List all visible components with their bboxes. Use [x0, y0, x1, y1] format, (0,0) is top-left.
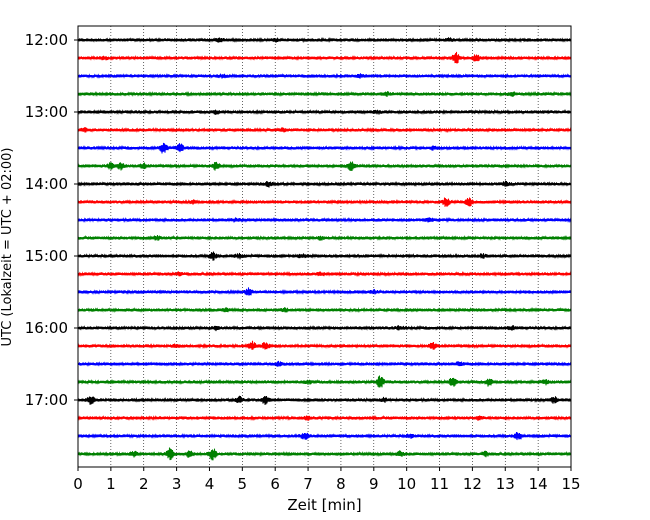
trace-1245: [77, 90, 572, 98]
trace-1600: [77, 325, 572, 332]
plot-frame: [77, 25, 572, 468]
trace-1530: [77, 287, 572, 296]
y-tick-label: 17:00: [25, 391, 68, 409]
y-tick-label: 16:00: [25, 319, 68, 337]
x-tick-label: 1: [106, 475, 116, 493]
trace-1430: [77, 216, 572, 224]
trace-1300: [77, 108, 572, 116]
x-tick-label: 6: [270, 475, 280, 493]
trace-1745: [77, 447, 572, 461]
x-tick-label: 12: [463, 475, 482, 493]
x-tick-label: 14: [529, 475, 548, 493]
trace-1345: [77, 161, 572, 171]
x-tick-label: 15: [561, 475, 580, 493]
trace-1415: [77, 197, 572, 207]
trace-1515: [77, 270, 572, 278]
trace-1330: [77, 142, 572, 154]
y-axis-ticks: 12:00 13:00 14:00 15:00 16:00 17:00: [25, 31, 78, 409]
y-tick-label: 13:00: [25, 103, 68, 121]
trace-1500: [77, 251, 572, 261]
trace-1445: [77, 234, 572, 242]
x-axis-label: Zeit [min]: [287, 496, 361, 514]
y-tick-label: 12:00: [25, 31, 68, 49]
x-tick-label: 8: [336, 475, 346, 493]
x-axis-ticks: 0 1 2 3 4 5 6 7 8 9 10 11 12 13 14 15: [73, 467, 581, 493]
trace-1400: [77, 180, 572, 188]
x-tick-label: 7: [303, 475, 313, 493]
trace-1230: [77, 72, 572, 80]
trace-1715: [77, 414, 572, 422]
seismic-traces: [77, 36, 572, 461]
trace-1730: [77, 432, 572, 441]
x-tick-label: 9: [369, 475, 379, 493]
x-tick-label: 2: [139, 475, 149, 493]
x-tick-label: 3: [172, 475, 182, 493]
x-tick-label: 4: [205, 475, 215, 493]
x-tick-label: 13: [496, 475, 515, 493]
y-tick-label: 15:00: [25, 247, 68, 265]
trace-1645: [77, 375, 572, 388]
x-tick-label: 5: [238, 475, 248, 493]
x-tick-label: 0: [73, 475, 83, 493]
trace-1615: [77, 340, 572, 350]
trace-1200: [77, 36, 572, 44]
x-tick-label: 11: [430, 475, 449, 493]
trace-1545: [77, 306, 572, 313]
y-axis-label: UTC (Lokalzeit = UTC + 02:00): [0, 148, 15, 347]
trace-1700: [77, 395, 572, 405]
y-tick-label: 14:00: [25, 175, 68, 193]
trace-1315: [77, 126, 572, 134]
trace-1630: [77, 360, 572, 368]
x-tick-label: 10: [397, 475, 416, 493]
trace-1215: [77, 51, 572, 64]
